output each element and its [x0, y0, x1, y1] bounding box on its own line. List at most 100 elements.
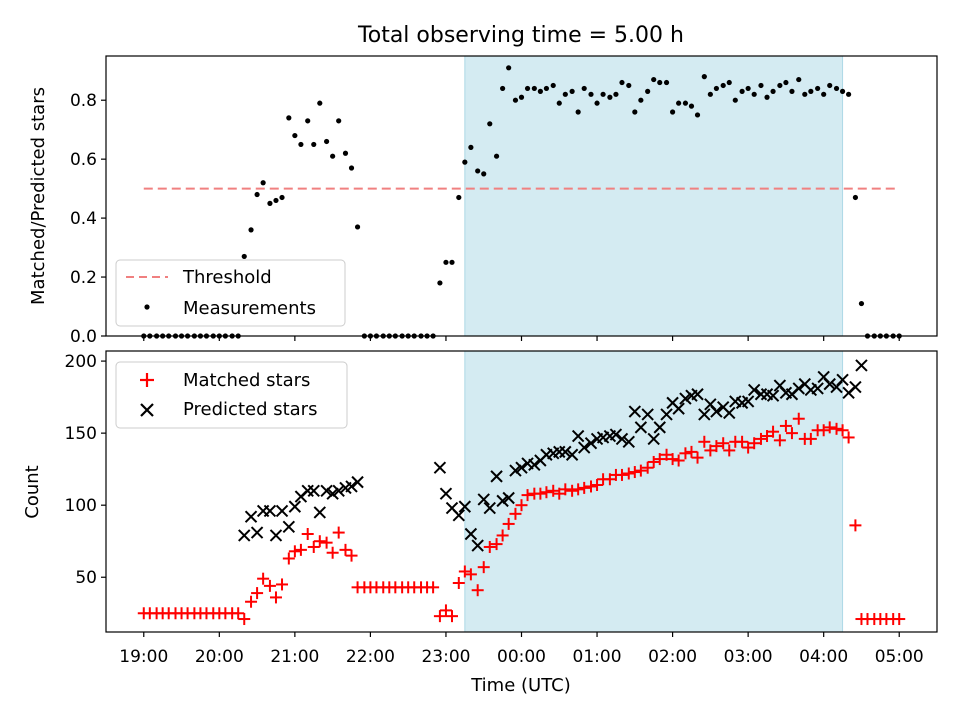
matched-star-point [502, 517, 515, 530]
bottom-xtick-label: 02:00 [648, 647, 697, 667]
matched-star-point [572, 483, 585, 496]
matched-star-point [830, 422, 843, 435]
matched-star-point [836, 424, 849, 437]
measurement-point [839, 88, 846, 94]
predicted-star-point [710, 405, 723, 418]
bottom-xtick-label: 04:00 [799, 647, 848, 667]
matched-star-point [723, 444, 736, 457]
matched-star-point [339, 543, 352, 556]
predicted-star-point [723, 406, 736, 420]
top-ytick-label: 0.6 [70, 150, 97, 170]
measurement-point [456, 194, 462, 201]
predicted-star-point [679, 392, 692, 405]
matched-star-point [238, 613, 251, 626]
measurement-point [581, 85, 587, 92]
predicted-star-point [811, 382, 824, 395]
bottom-xticks-layer: 19:00 20:00 21:00 22:00 23:00 00:00 01:00 02:00… [119, 632, 924, 667]
matched-star-point [282, 552, 295, 565]
figure-title: Total observing time = 5.00 h [357, 23, 684, 48]
predicted-star-point [565, 448, 579, 461]
measurement-point [241, 253, 247, 260]
predicted-star-point [609, 428, 623, 441]
predicted-star-point [345, 480, 358, 493]
matched-star-point [823, 421, 836, 434]
bottom-xtick-label: 22:00 [346, 647, 395, 667]
measurement-point [713, 85, 720, 92]
predicted-star-point [250, 526, 264, 539]
matched-star-point [647, 455, 660, 468]
measurement-point [543, 85, 550, 92]
measurement-point [732, 97, 738, 103]
matched-star-point [679, 447, 692, 460]
matched-star-point [534, 487, 547, 500]
bottom-xlabel: Time (UTC) [470, 675, 571, 696]
legend-measurements-label: Measurements [183, 298, 316, 319]
top-ytick-label: 0.8 [70, 91, 97, 111]
measurement-point [475, 168, 481, 174]
measurement-point [550, 82, 556, 89]
measurement-point [254, 191, 260, 198]
matched-star-point [496, 529, 509, 542]
measurement-point [726, 79, 732, 86]
matched-star-point [307, 540, 320, 553]
bottom-ytick-label: 50 [75, 568, 97, 588]
predicted-star-point [238, 529, 251, 542]
predicted-star-point [528, 458, 541, 472]
predicted-star-point [792, 382, 805, 395]
predicted-star-point [326, 487, 339, 500]
bottom-xtick-label: 23:00 [421, 647, 470, 667]
measurement-point [751, 91, 757, 97]
predicted-star-point [691, 388, 704, 401]
predicted-star-point [282, 520, 296, 534]
top-panel: 0.00.20.40.60.8 Matched/Predicted stars … [28, 55, 938, 347]
bottom-matched-layer [137, 412, 906, 626]
measurement-point [770, 88, 776, 94]
predicted-star-point [584, 437, 598, 450]
bottom-xtick-label: 20:00 [195, 647, 244, 667]
bottom-xtick-label: 03:00 [724, 647, 773, 667]
measurement-point [298, 141, 304, 148]
matched-star-point [742, 441, 755, 454]
legend-measurements-swatch [144, 304, 150, 310]
bottom-xtick-label: 00:00 [497, 647, 546, 667]
measurement-point [613, 91, 619, 97]
predicted-star-point [477, 493, 490, 506]
measurement-point [569, 88, 575, 94]
bottom-panel: 50 100 150 200 19:00 20:00 21:00 22:00 23:00 00:… [22, 350, 938, 696]
predicted-star-point [452, 509, 466, 522]
matched-star-point [585, 480, 598, 493]
predicted-star-point [439, 487, 453, 500]
measurement-point [286, 115, 292, 121]
measurement-point [348, 165, 355, 171]
predicted-star-point [288, 500, 302, 513]
top-ytick-label: 0.2 [70, 268, 97, 288]
matched-star-point [615, 468, 628, 481]
matched-star-point [345, 549, 358, 562]
bottom-xtick-label: 19:00 [119, 647, 168, 667]
measurement-point [858, 300, 865, 307]
measurement-point [796, 76, 802, 83]
predicted-star-point [320, 484, 333, 497]
predicted-star-point [698, 408, 711, 421]
predicted-star-point [660, 408, 673, 421]
matched-star-point [817, 424, 830, 437]
matched-star-point [464, 568, 477, 581]
matched-star-point [477, 561, 490, 574]
matched-star-point [653, 453, 666, 466]
matched-star-point [717, 437, 730, 450]
matched-star-point [540, 486, 553, 499]
matched-star-point [773, 434, 786, 447]
predicted-star-point [471, 539, 484, 552]
measurement-point [645, 88, 651, 94]
predicted-star-point [458, 500, 472, 513]
measurement-point [833, 85, 840, 92]
measurement-point [487, 121, 493, 127]
matched-star-point [779, 419, 792, 432]
predicted-star-point [313, 506, 327, 519]
matched-star-point [245, 595, 258, 608]
predicted-star-point [653, 421, 666, 434]
measurement-point [694, 112, 701, 118]
matched-star-point [591, 479, 604, 492]
top-ylabel: Matched/Predicted stars [28, 87, 49, 305]
predicted-star-point [577, 441, 591, 454]
